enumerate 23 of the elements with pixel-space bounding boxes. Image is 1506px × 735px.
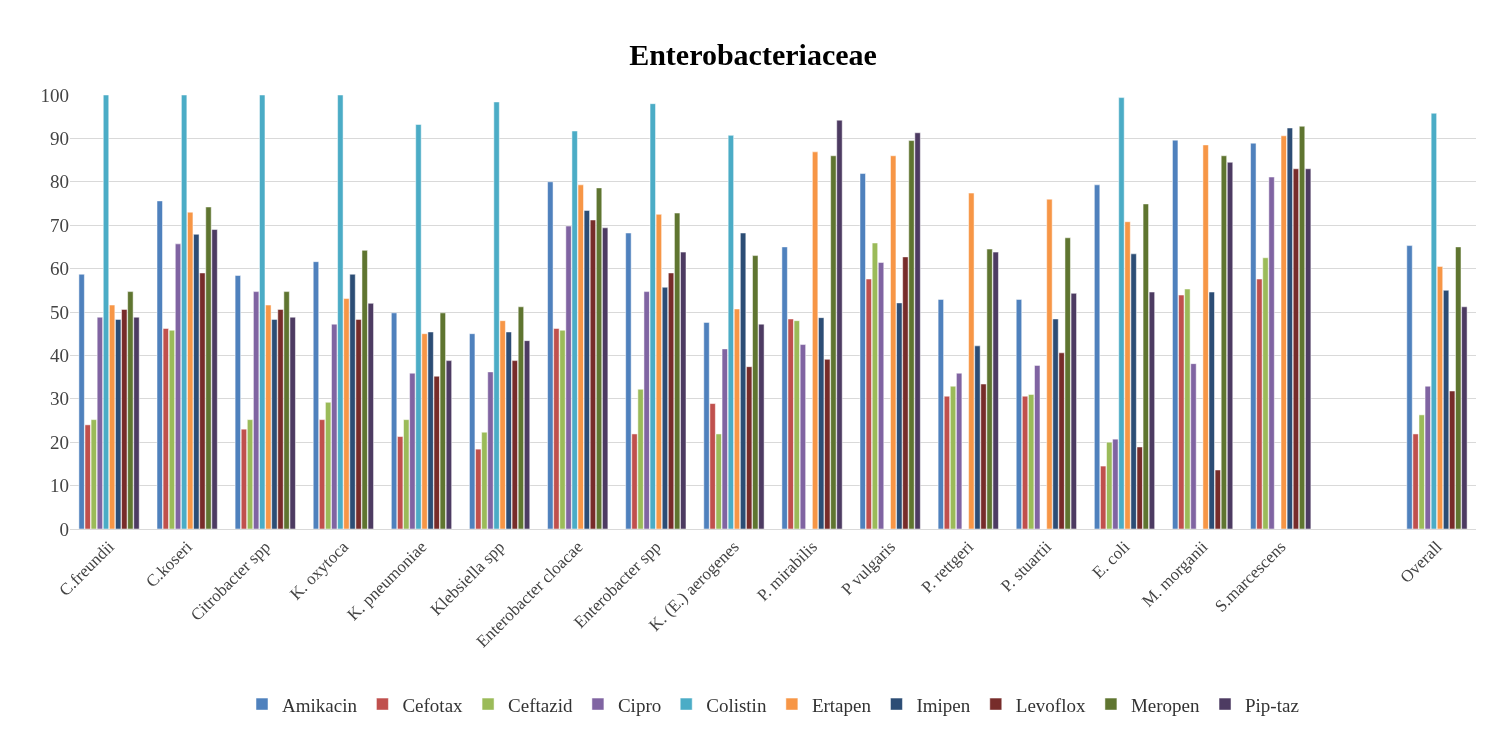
legend-label: Cipro [617,694,662,716]
y-tick-label: 80 [50,171,69,193]
x-tick-label: E. coli [1088,537,1134,583]
y-tick-label: 10 [50,475,69,497]
y-tick-label: 20 [50,431,69,453]
legend-label: Amikacin [282,694,358,716]
legend-label: Imipen [916,694,971,716]
legend-label: Meropen [1130,694,1201,716]
y-tick-label: 30 [50,388,69,410]
y-tick-label: 60 [50,258,69,280]
legend-label: Levoflox [1015,694,1086,716]
y-tick-label: 50 [50,301,69,323]
legend-label: Pip-taz [1245,694,1299,716]
y-tick-label: 100 [40,84,69,106]
y-tick-label: 0 [59,518,69,540]
chart-title: Enterobacteriaceae [629,38,877,72]
legend-label: Cefotax [402,694,464,716]
y-tick-label: 40 [50,345,69,367]
legend-label: Ceftazid [508,694,573,716]
y-tick-label: 70 [50,214,69,236]
y-tick-label: 90 [50,128,69,150]
legend-label: Ertapen [811,694,872,716]
legend-label: Colistin [706,694,767,716]
